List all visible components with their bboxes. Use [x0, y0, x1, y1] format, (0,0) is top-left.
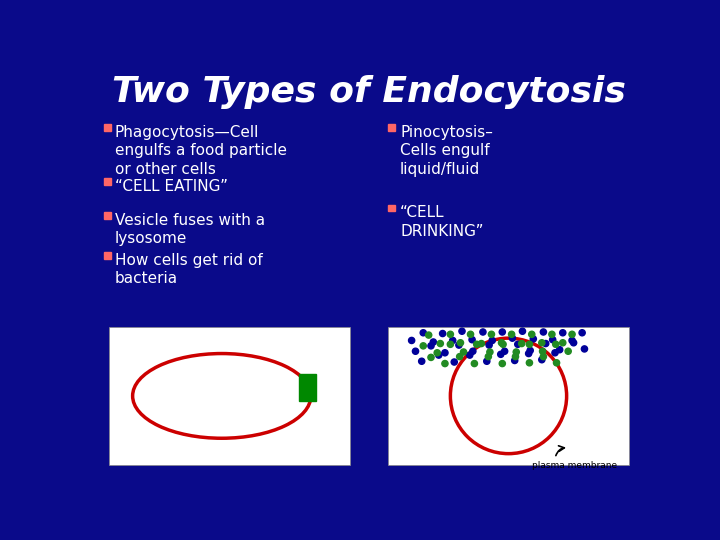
Circle shape: [489, 338, 495, 343]
Circle shape: [420, 343, 426, 349]
Circle shape: [456, 354, 463, 360]
Circle shape: [499, 329, 505, 335]
Circle shape: [484, 358, 490, 365]
Circle shape: [559, 340, 566, 346]
Circle shape: [478, 340, 485, 347]
Circle shape: [488, 331, 495, 338]
Circle shape: [436, 352, 442, 358]
Circle shape: [519, 328, 526, 334]
Circle shape: [530, 336, 536, 342]
Circle shape: [553, 341, 559, 347]
Circle shape: [418, 358, 425, 365]
Circle shape: [456, 342, 462, 348]
Circle shape: [540, 354, 546, 360]
Text: “CELL EATING”: “CELL EATING”: [114, 179, 228, 194]
Bar: [104, 252, 111, 259]
Circle shape: [498, 351, 504, 357]
Bar: [388, 205, 395, 212]
Circle shape: [459, 328, 465, 334]
Circle shape: [449, 338, 456, 343]
Circle shape: [500, 341, 506, 347]
Text: “CELL
DRINKING”: “CELL DRINKING”: [400, 205, 484, 239]
Circle shape: [526, 341, 533, 347]
Text: plasma membrane: plasma membrane: [532, 461, 617, 470]
Circle shape: [442, 361, 448, 367]
Bar: [104, 178, 111, 185]
Circle shape: [461, 349, 467, 355]
Circle shape: [557, 347, 563, 353]
Circle shape: [565, 348, 571, 354]
Circle shape: [539, 348, 546, 354]
Circle shape: [549, 336, 556, 343]
Circle shape: [539, 356, 545, 363]
Circle shape: [549, 331, 555, 338]
Circle shape: [447, 341, 454, 347]
Circle shape: [451, 359, 457, 365]
Circle shape: [539, 340, 545, 346]
Circle shape: [502, 348, 508, 354]
Circle shape: [569, 331, 575, 338]
Circle shape: [437, 340, 444, 347]
Text: How cells get rid of
bacteria: How cells get rid of bacteria: [114, 253, 263, 286]
Circle shape: [408, 338, 415, 343]
Circle shape: [513, 349, 519, 355]
Circle shape: [439, 330, 446, 336]
Circle shape: [442, 350, 448, 356]
Circle shape: [527, 347, 534, 354]
Circle shape: [413, 348, 418, 354]
Circle shape: [469, 336, 475, 343]
Circle shape: [428, 343, 434, 349]
Circle shape: [426, 332, 432, 338]
Text: Two Types of Endocytosis: Two Types of Endocytosis: [112, 75, 626, 109]
Circle shape: [428, 354, 434, 361]
Circle shape: [526, 350, 532, 356]
Circle shape: [540, 329, 546, 335]
Bar: [104, 125, 111, 131]
Circle shape: [431, 339, 436, 345]
Circle shape: [498, 340, 505, 346]
Bar: [104, 212, 111, 219]
Circle shape: [579, 330, 585, 336]
Circle shape: [434, 350, 441, 356]
Circle shape: [467, 331, 474, 338]
Circle shape: [512, 357, 518, 363]
Circle shape: [447, 331, 454, 338]
Text: Pinocytosis–
Cells engulf
liquid/fluid: Pinocytosis– Cells engulf liquid/fluid: [400, 125, 493, 177]
Circle shape: [480, 329, 486, 335]
Circle shape: [552, 350, 558, 356]
Circle shape: [508, 331, 515, 338]
Bar: [300, 374, 316, 401]
Circle shape: [457, 340, 464, 346]
Circle shape: [420, 330, 426, 336]
Bar: [388, 327, 629, 465]
Circle shape: [472, 361, 477, 367]
Text: Phagocytosis—Cell
engulfs a food particle
or other cells: Phagocytosis—Cell engulfs a food particl…: [114, 125, 287, 177]
Circle shape: [485, 354, 492, 360]
Bar: [109, 327, 350, 465]
Circle shape: [569, 338, 575, 343]
Circle shape: [570, 340, 577, 346]
Circle shape: [499, 361, 505, 367]
Text: Vesicle fuses with a
lysosome: Vesicle fuses with a lysosome: [114, 213, 265, 246]
Circle shape: [554, 360, 559, 366]
Circle shape: [559, 330, 566, 336]
Circle shape: [486, 342, 492, 348]
Circle shape: [518, 340, 525, 347]
Circle shape: [528, 331, 535, 338]
Bar: [388, 125, 395, 131]
Circle shape: [467, 352, 473, 358]
Circle shape: [487, 349, 493, 355]
Circle shape: [509, 335, 516, 341]
Circle shape: [513, 354, 518, 360]
Circle shape: [526, 360, 533, 366]
Circle shape: [581, 346, 588, 352]
Circle shape: [543, 340, 549, 347]
Circle shape: [515, 341, 521, 347]
Circle shape: [469, 348, 476, 354]
Circle shape: [474, 341, 480, 347]
